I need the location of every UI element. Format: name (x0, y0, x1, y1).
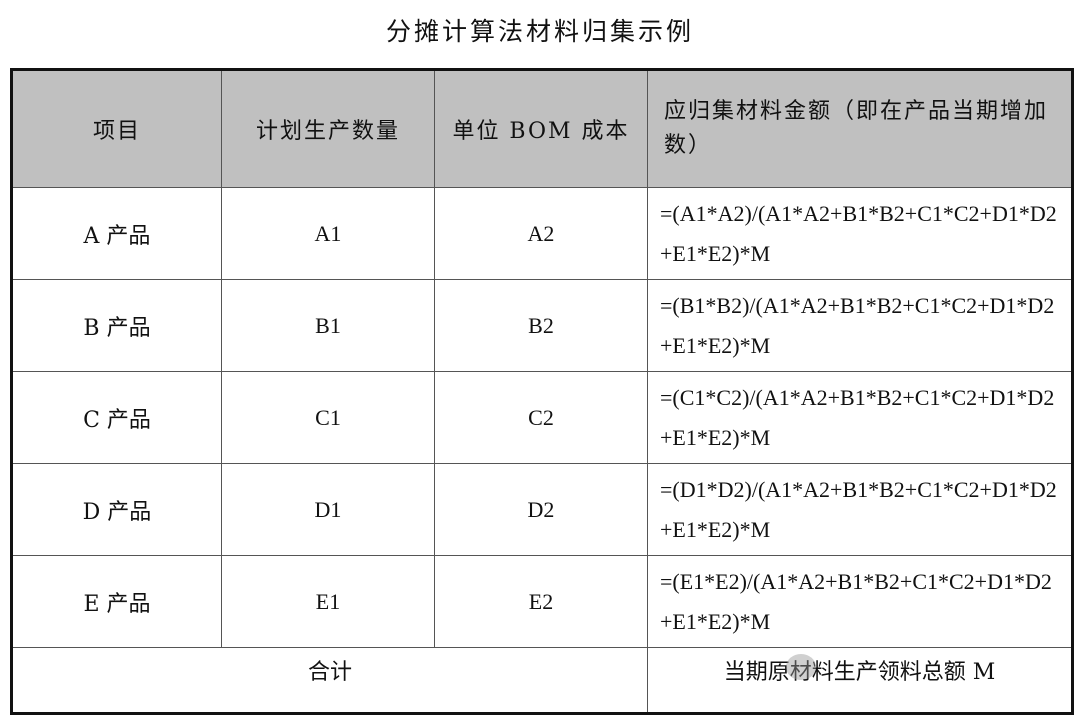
qty-cell: C1 (221, 371, 435, 464)
qty-cell: E1 (221, 555, 435, 648)
qty-cell: D1 (221, 463, 435, 556)
cost-cell: A2 (434, 187, 648, 280)
allocation-table: 项目 计划生产数量 单位 BOM 成本 应归集材料金额（即在产品当期增加数） A… (10, 68, 1074, 715)
cost-cell: B2 (434, 279, 648, 372)
table-row: C 产品 C1 C2 =(C1*C2)/(A1*A2+B1*B2+C1*C2+D1*D… (11, 371, 1073, 464)
header-item: 项目 (11, 69, 222, 188)
cost-cell: C2 (434, 371, 648, 464)
formula-cell: =(B1*B2)/(A1*A2+B1*B2+C1*C2+D1*D2+E1*E2)… (647, 279, 1073, 372)
cost-cell: E2 (434, 555, 648, 648)
table-title: 分摊计算法材料归集示例 (385, 17, 694, 46)
formula-cell: =(D1*D2)/(A1*A2+B1*B2+C1*C2+D1*D2+E1*E2)… (647, 463, 1073, 556)
header-amount: 应归集材料金额（即在产品当期增加数） (647, 69, 1073, 188)
table-row: D 产品 D1 D2 =(D1*D2)/(A1*A2+B1*B2+C1*C2+D1*D… (11, 463, 1073, 556)
qty-cell: A1 (221, 187, 435, 280)
table-row: B 产品 B1 B2 =(B1*B2)/(A1*A2+B1*B2+C1*C2+D1*D… (11, 279, 1073, 372)
header-row: 项目 计划生产数量 单位 BOM 成本 应归集材料金额（即在产品当期增加数） (11, 69, 1073, 188)
wechat-watermark-icon (786, 654, 816, 680)
formula-cell: =(E1*E2)/(A1*A2+B1*B2+C1*C2+D1*D2+E1*E2)… (647, 555, 1073, 648)
item-cell: A 产品 (11, 187, 222, 280)
item-cell: B 产品 (11, 279, 222, 372)
qty-cell: B1 (221, 279, 435, 372)
formula-cell: =(A1*A2)/(A1*A2+B1*B2+C1*C2+D1*D2+E1*E2)… (647, 187, 1073, 280)
header-cost: 单位 BOM 成本 (434, 69, 648, 188)
item-cell: D 产品 (11, 463, 222, 556)
total-row: 合计 当期原材料生产领料总额 M (11, 647, 1073, 714)
total-value: 当期原材料生产领料总额 M (647, 647, 1073, 714)
cost-cell: D2 (434, 463, 648, 556)
item-cell: C 产品 (11, 371, 222, 464)
header-qty: 计划生产数量 (221, 69, 435, 188)
formula-cell: =(C1*C2)/(A1*A2+B1*B2+C1*C2+D1*D2+E1*E2)… (647, 371, 1073, 464)
table-row: E 产品 E1 E2 =(E1*E2)/(A1*A2+B1*B2+C1*C2+D1*D… (11, 555, 1073, 648)
table-row: A 产品 A1 A2 =(A1*A2)/(A1*A2+B1*B2+C1*C2+D1*D… (11, 187, 1073, 280)
item-cell: E 产品 (11, 555, 222, 648)
total-label: 合计 (11, 647, 648, 714)
